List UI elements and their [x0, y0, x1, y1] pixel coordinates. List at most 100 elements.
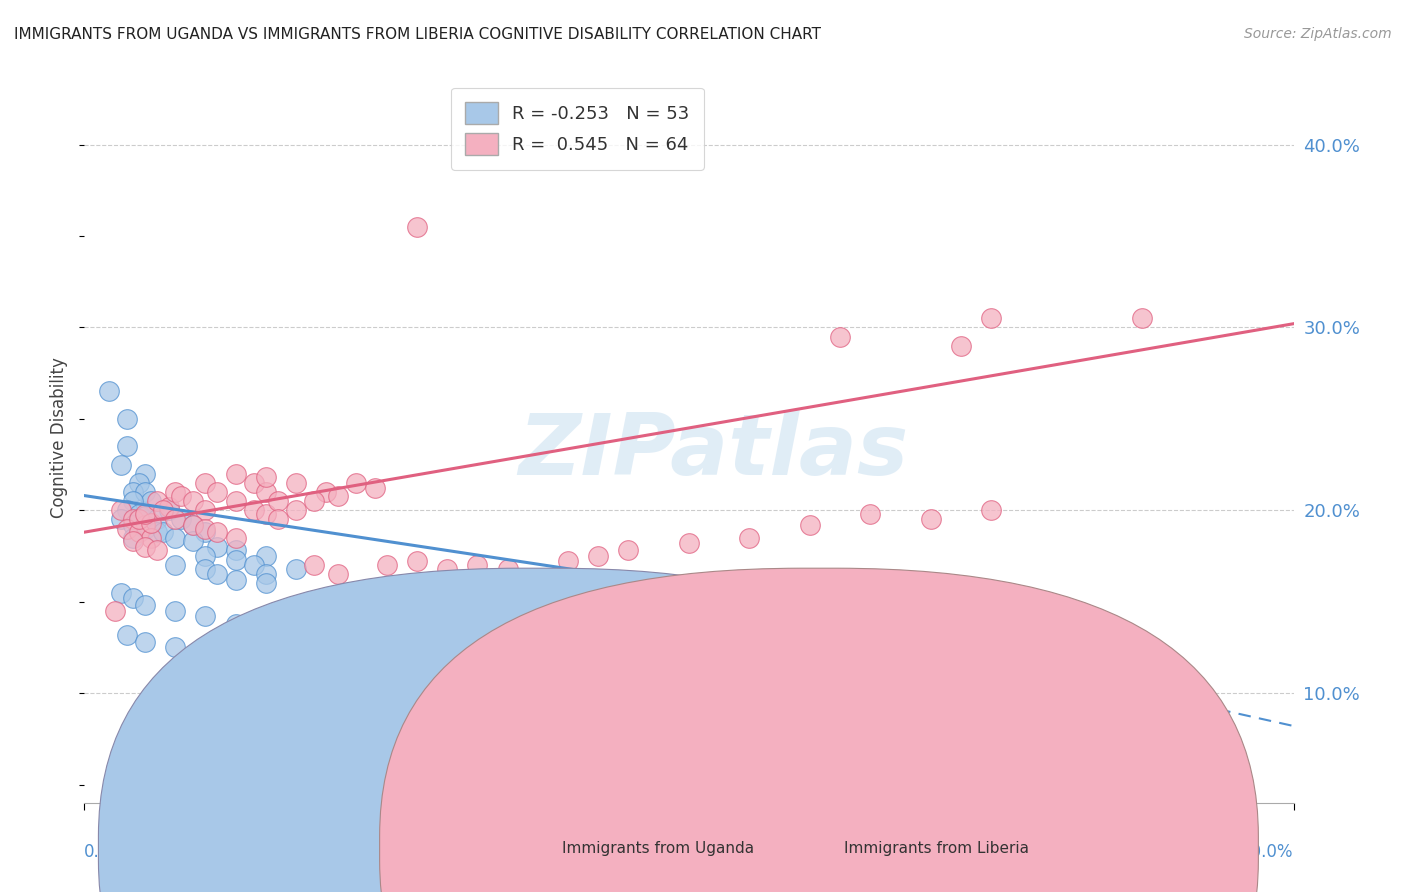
- Point: [121, 494, 143, 508]
- Point: [328, 567, 350, 582]
- Point: [242, 558, 264, 573]
- Point: [1130, 311, 1153, 326]
- Point: [170, 489, 193, 503]
- Point: [134, 540, 156, 554]
- Point: [267, 494, 290, 508]
- Point: [146, 525, 169, 540]
- Point: [121, 485, 143, 500]
- Point: [157, 500, 180, 514]
- Point: [128, 512, 150, 526]
- Point: [254, 576, 277, 591]
- Point: [738, 531, 761, 545]
- Point: [110, 458, 132, 472]
- Point: [115, 412, 138, 426]
- Legend: R = -0.253   N = 53, R =  0.545   N = 64: R = -0.253 N = 53, R = 0.545 N = 64: [451, 87, 704, 169]
- Y-axis label: Cognitive Disability: Cognitive Disability: [51, 357, 69, 517]
- Point: [315, 485, 337, 500]
- Point: [436, 562, 458, 576]
- Point: [121, 531, 143, 545]
- Point: [181, 517, 204, 532]
- Point: [207, 485, 229, 500]
- Point: [165, 640, 187, 655]
- Point: [194, 503, 217, 517]
- Point: [830, 329, 852, 343]
- Point: [678, 536, 700, 550]
- Point: [980, 311, 1002, 326]
- Point: [181, 494, 204, 508]
- Point: [194, 609, 217, 624]
- Point: [242, 475, 264, 490]
- Point: [194, 562, 217, 576]
- Point: [115, 627, 138, 641]
- Point: [254, 567, 277, 582]
- Point: [406, 219, 429, 234]
- Point: [617, 543, 640, 558]
- Point: [225, 467, 247, 481]
- Point: [170, 512, 193, 526]
- Text: 0.0%: 0.0%: [84, 843, 127, 861]
- Point: [152, 525, 174, 540]
- Point: [242, 503, 264, 517]
- Point: [225, 616, 247, 631]
- Point: [110, 585, 132, 599]
- Text: 20.0%: 20.0%: [1241, 843, 1294, 861]
- Point: [152, 503, 174, 517]
- Point: [165, 512, 187, 526]
- Point: [617, 653, 640, 667]
- Point: [980, 503, 1002, 517]
- Point: [375, 558, 398, 573]
- Point: [134, 508, 156, 523]
- Point: [121, 534, 143, 549]
- Point: [139, 516, 162, 530]
- Point: [207, 567, 229, 582]
- Point: [128, 507, 150, 521]
- Point: [207, 525, 229, 540]
- Point: [285, 475, 308, 490]
- Point: [557, 554, 579, 568]
- Point: [328, 489, 350, 503]
- Point: [207, 540, 229, 554]
- Point: [157, 503, 180, 517]
- Point: [950, 338, 973, 352]
- Point: [121, 591, 143, 605]
- Point: [194, 521, 217, 535]
- Text: Immigrants from Liberia: Immigrants from Liberia: [844, 841, 1029, 855]
- Point: [110, 512, 132, 526]
- Point: [181, 658, 204, 673]
- Point: [363, 481, 385, 495]
- Point: [181, 534, 204, 549]
- Point: [254, 549, 277, 563]
- Point: [254, 485, 277, 500]
- Point: [346, 475, 368, 490]
- Point: [110, 503, 132, 517]
- Text: IMMIGRANTS FROM UGANDA VS IMMIGRANTS FROM LIBERIA COGNITIVE DISABILITY CORRELATI: IMMIGRANTS FROM UGANDA VS IMMIGRANTS FRO…: [14, 27, 821, 42]
- Point: [134, 599, 156, 613]
- Point: [181, 517, 204, 532]
- Point: [225, 494, 247, 508]
- Point: [97, 384, 120, 399]
- Point: [128, 525, 150, 540]
- Point: [194, 549, 217, 563]
- Point: [859, 507, 882, 521]
- Point: [146, 512, 169, 526]
- Point: [165, 531, 187, 545]
- Point: [588, 549, 610, 563]
- Point: [115, 503, 138, 517]
- Point: [139, 531, 162, 545]
- Point: [134, 507, 156, 521]
- Point: [165, 485, 187, 500]
- Point: [254, 507, 277, 521]
- Point: [146, 543, 169, 558]
- Point: [225, 552, 247, 566]
- Point: [134, 521, 156, 535]
- Point: [139, 494, 162, 508]
- Point: [285, 503, 308, 517]
- Point: [121, 517, 143, 532]
- Point: [225, 543, 247, 558]
- Point: [302, 494, 325, 508]
- Point: [406, 554, 429, 568]
- Point: [254, 470, 277, 484]
- Point: [225, 531, 247, 545]
- Text: Immigrants from Uganda: Immigrants from Uganda: [562, 841, 755, 855]
- Point: [302, 558, 325, 573]
